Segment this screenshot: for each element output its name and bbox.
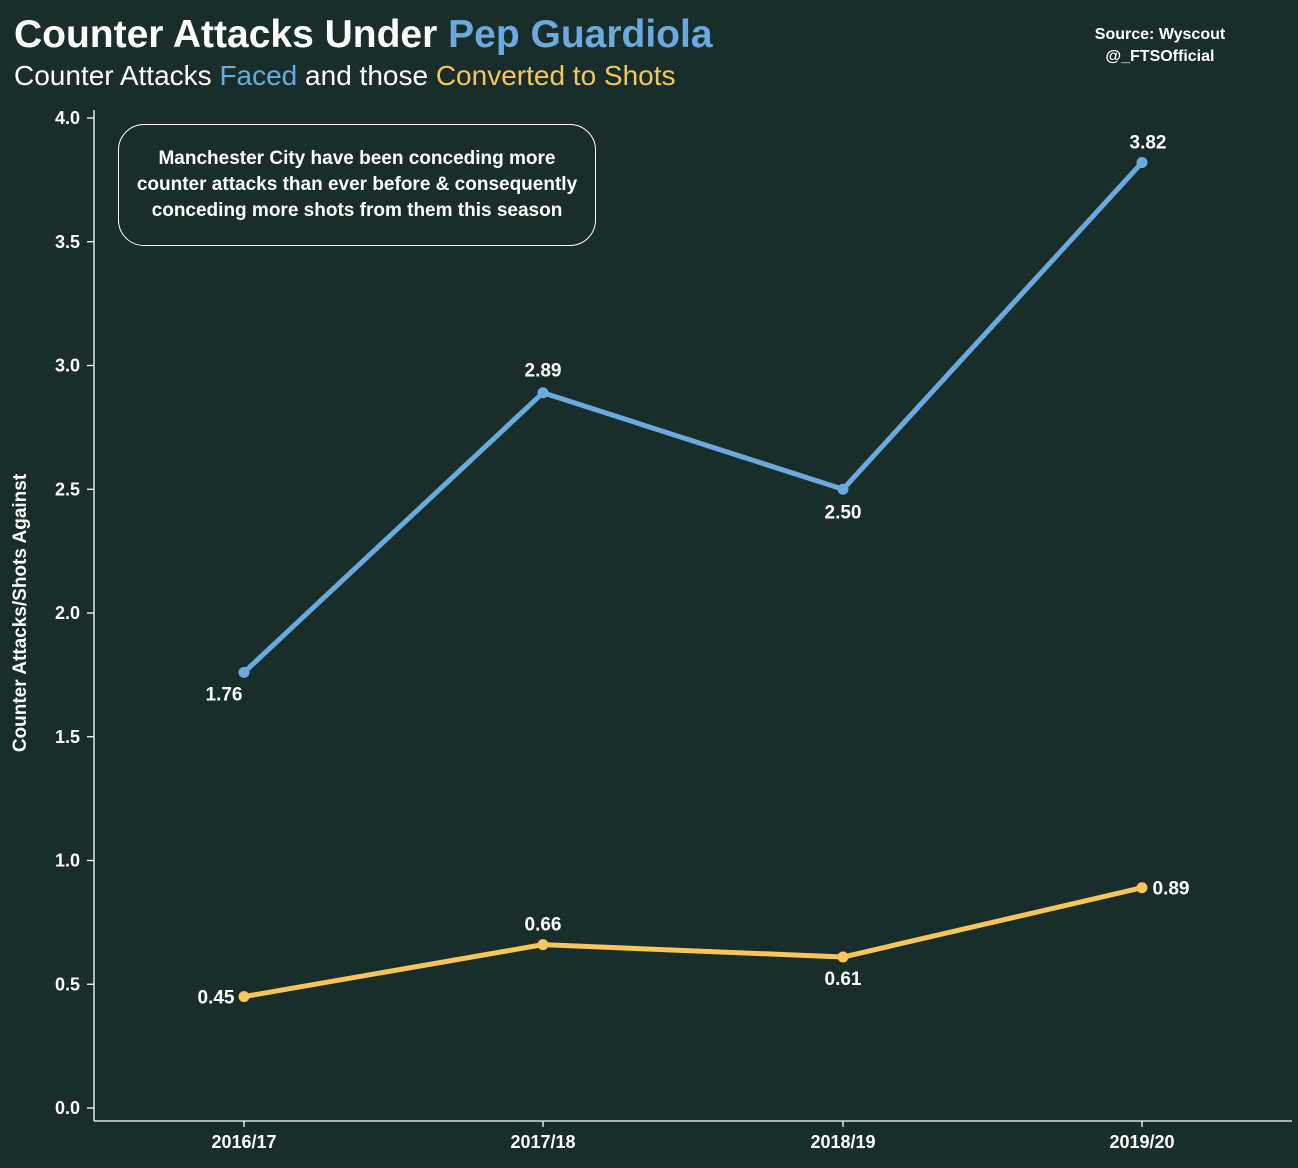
data-point — [537, 939, 549, 951]
subtitle-converted: Converted to Shots — [435, 60, 676, 91]
data-point — [1136, 157, 1148, 169]
annotation-text: Manchester City have been conceding more… — [136, 148, 578, 221]
annotation-box: Manchester City have been conceding more… — [118, 124, 596, 246]
data-label: 0.89 — [1153, 879, 1190, 900]
data-point — [238, 991, 250, 1003]
x-tick-label: 2018/19 — [810, 1132, 875, 1152]
y-tick-label: 3.0 — [55, 356, 80, 376]
data-label: 2.50 — [825, 502, 862, 523]
data-label: 2.89 — [525, 361, 562, 382]
source-line: Source: Wyscout — [1094, 26, 1226, 43]
x-tick-label: 2016/17 — [211, 1132, 276, 1152]
chart-title-highlight: Pep Guardiola — [448, 13, 713, 56]
data-label: 1.76 — [206, 684, 243, 705]
data-label: 0.61 — [825, 969, 862, 990]
x-tick-label: 2019/20 — [1109, 1132, 1174, 1152]
chart-title: Counter Attacks Under Pep Guardiola — [14, 12, 713, 58]
y-tick-label: 1.0 — [55, 851, 80, 871]
y-tick-label: 2.5 — [55, 479, 80, 499]
y-tick-label: 2.0 — [55, 603, 80, 623]
x-tick-label: 2017/18 — [510, 1132, 575, 1152]
data-label: 0.45 — [198, 988, 235, 1009]
data-label: 0.66 — [525, 915, 562, 936]
subtitle-part-1: Counter Attacks — [14, 60, 220, 91]
y-tick-label: 0.0 — [55, 1098, 80, 1118]
y-tick-label: 4.0 — [55, 108, 80, 128]
source-credit: Source: Wyscout @_FTSOfficial — [1060, 24, 1260, 68]
subtitle-part-2: and those — [297, 60, 436, 91]
y-tick-label: 0.5 — [55, 974, 80, 994]
chart-title-prefix: Counter Attacks Under — [14, 13, 449, 56]
series-line-0 — [241, 160, 1145, 675]
series-line-1 — [241, 885, 1145, 1000]
handle-line: @_FTSOfficial — [1105, 48, 1215, 65]
data-label: 3.82 — [1130, 133, 1167, 154]
y-tick-label: 1.5 — [55, 727, 80, 747]
y-tick-label: 3.5 — [55, 232, 80, 252]
data-point — [837, 951, 849, 963]
subtitle-faced: Faced — [219, 60, 298, 91]
data-point — [238, 666, 250, 678]
data-point — [1136, 882, 1148, 894]
data-point — [537, 387, 549, 399]
data-point — [837, 483, 849, 495]
chart-subtitle: Counter Attacks Faced and those Converte… — [14, 58, 676, 94]
